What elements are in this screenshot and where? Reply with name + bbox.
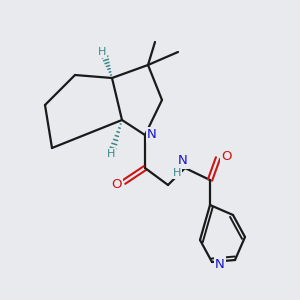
Text: O: O	[112, 178, 122, 191]
Text: N: N	[147, 128, 157, 142]
Text: H: H	[173, 168, 181, 178]
Text: H: H	[98, 47, 106, 57]
Text: N: N	[178, 154, 188, 167]
Text: H: H	[107, 149, 115, 159]
Text: N: N	[215, 257, 225, 271]
Text: O: O	[221, 149, 231, 163]
